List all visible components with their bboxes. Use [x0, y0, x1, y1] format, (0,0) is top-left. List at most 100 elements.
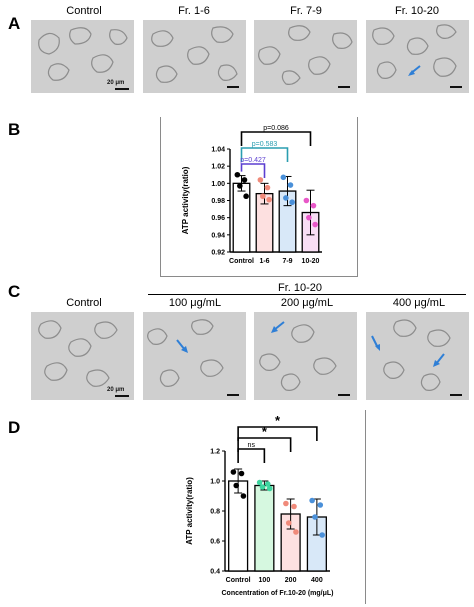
chart-d: 0.4 0.6 0.8 1.0 1.2 ATP activity(ratio) Contro… — [185, 413, 334, 597]
significance-label: ns — [248, 442, 256, 449]
data-point — [306, 214, 312, 221]
micrograph-cells — [38, 320, 118, 387]
scale-bar — [338, 394, 350, 396]
panel-b-frame-left — [160, 117, 161, 277]
significance-bracket — [237, 426, 318, 441]
panel-b-frame-right — [357, 117, 358, 277]
scale-bar — [450, 394, 462, 396]
data-point — [289, 199, 295, 206]
panel-c-group-line — [148, 294, 466, 295]
data-point — [264, 481, 271, 487]
data-point — [312, 514, 318, 520]
significance-bracket — [237, 448, 266, 463]
data-point — [243, 193, 249, 200]
scale-bar — [227, 394, 239, 396]
micrograph-c-200 — [254, 312, 357, 400]
significance-label: p=0.086 — [263, 125, 289, 132]
data-point — [260, 193, 266, 200]
y-axis-label: ATP activity(ratio) — [185, 477, 194, 545]
y-tick-label: 1.04 — [211, 147, 225, 154]
significance-bracket — [240, 147, 289, 162]
scale-bar — [338, 86, 350, 88]
x-tick-label: 10-20 — [302, 258, 320, 265]
panel-b-frame-bottom — [160, 276, 358, 277]
data-point — [317, 502, 324, 508]
micrograph-control: 20 μm — [31, 20, 134, 93]
panel-d-frame-right — [365, 410, 366, 604]
panel-letter-c: C — [8, 282, 21, 301]
y-tick-label: 1.02 — [211, 164, 225, 171]
panel-a-column-label: Fr. 10-20 — [394, 5, 440, 17]
scale-bar — [115, 395, 129, 397]
data-point — [234, 171, 241, 178]
x-tick-label: Control — [229, 258, 254, 265]
micrograph-fr-1-6 — [143, 20, 246, 93]
micrograph-cells — [151, 26, 238, 83]
micrograph-cells — [147, 319, 224, 387]
data-point — [312, 221, 318, 228]
arrow-icon — [433, 353, 445, 367]
x-tick-label: 100 — [259, 577, 271, 584]
y-tick-label: 0.6 — [210, 539, 220, 546]
data-point — [237, 183, 243, 189]
micrograph-cells — [372, 24, 457, 79]
arrow-icon — [271, 321, 285, 333]
panel-c-dose-label: 100 μg/mL — [168, 297, 222, 309]
y-tick-label: 0.98 — [211, 198, 225, 205]
scale-bar — [227, 86, 239, 88]
data-point — [319, 532, 325, 538]
chart-b: 0.92 0.94 0.96 0.98 1.00 1.02 1.04 ATP activity… — [181, 125, 322, 265]
data-point — [240, 493, 247, 499]
bar — [232, 182, 251, 253]
data-point — [283, 500, 289, 507]
panel-c-dose-label: 400 μg/mL — [392, 297, 446, 309]
scale-bar-label: 20 μm — [107, 80, 125, 86]
data-point — [310, 202, 317, 209]
x-tick-label: 1-6 — [259, 258, 269, 265]
data-point — [238, 470, 245, 477]
micrograph-cells — [259, 321, 337, 391]
panel-a-column-label: Fr. 7-9 — [290, 5, 322, 17]
y-tick-label: 0.4 — [210, 569, 220, 576]
panel-c-control-label: Control — [66, 297, 102, 309]
micrograph-c-control: 20 μm — [31, 312, 134, 400]
data-point — [293, 529, 299, 535]
arrow-icon — [408, 65, 421, 76]
significance-bracket — [240, 131, 312, 146]
significance-label: * — [275, 413, 281, 428]
micrograph-fr-7-9 — [254, 20, 357, 93]
significance-label: * — [262, 424, 268, 439]
significance-bracket — [240, 163, 266, 178]
y-axis-label: ATP activity(ratio) — [181, 166, 190, 234]
significance-bracket — [237, 437, 292, 452]
data-point — [233, 482, 240, 489]
y-tick-label: 1.2 — [210, 449, 220, 456]
data-point — [285, 520, 292, 526]
y-tick-label: 1.0 — [210, 479, 220, 486]
panel-a-column-label: Fr. 1-6 — [178, 5, 210, 17]
panel-letter-d: D — [8, 418, 21, 437]
data-point — [287, 182, 294, 188]
data-point — [266, 196, 272, 203]
x-tick-label: 7-9 — [282, 258, 292, 265]
data-point — [283, 195, 289, 201]
y-tick-label: 0.94 — [211, 232, 225, 239]
panel-c-group-label: Fr. 10-20 — [277, 282, 323, 294]
bar — [254, 484, 275, 572]
significance-label: p=0.427 — [240, 157, 266, 164]
panel-a-column-label: Control — [66, 5, 102, 17]
data-point — [259, 484, 266, 490]
arrow-icon — [371, 335, 380, 351]
x-tick-label: 200 — [285, 577, 297, 584]
data-point — [280, 174, 287, 181]
panel-letter-a: A — [8, 14, 21, 33]
significance-label: p=0.583 — [252, 141, 278, 148]
data-point — [257, 177, 264, 183]
data-point — [264, 184, 271, 191]
micrograph-cells — [38, 27, 128, 81]
micrograph-cells — [371, 319, 451, 391]
scale-bar — [115, 88, 129, 90]
x-tick-label: Control — [226, 577, 251, 584]
arrow-icon — [176, 339, 188, 353]
data-point — [303, 197, 310, 204]
